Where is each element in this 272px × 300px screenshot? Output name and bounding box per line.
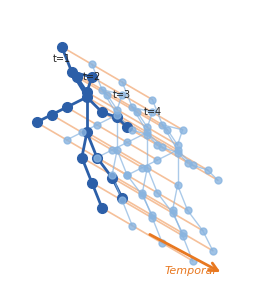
Text: t=3: t=3 bbox=[113, 89, 131, 100]
Text: t=1: t=1 bbox=[52, 54, 71, 64]
Text: Temporal: Temporal bbox=[164, 266, 216, 276]
Text: t=2: t=2 bbox=[83, 72, 101, 82]
Text: t=4: t=4 bbox=[143, 107, 162, 117]
